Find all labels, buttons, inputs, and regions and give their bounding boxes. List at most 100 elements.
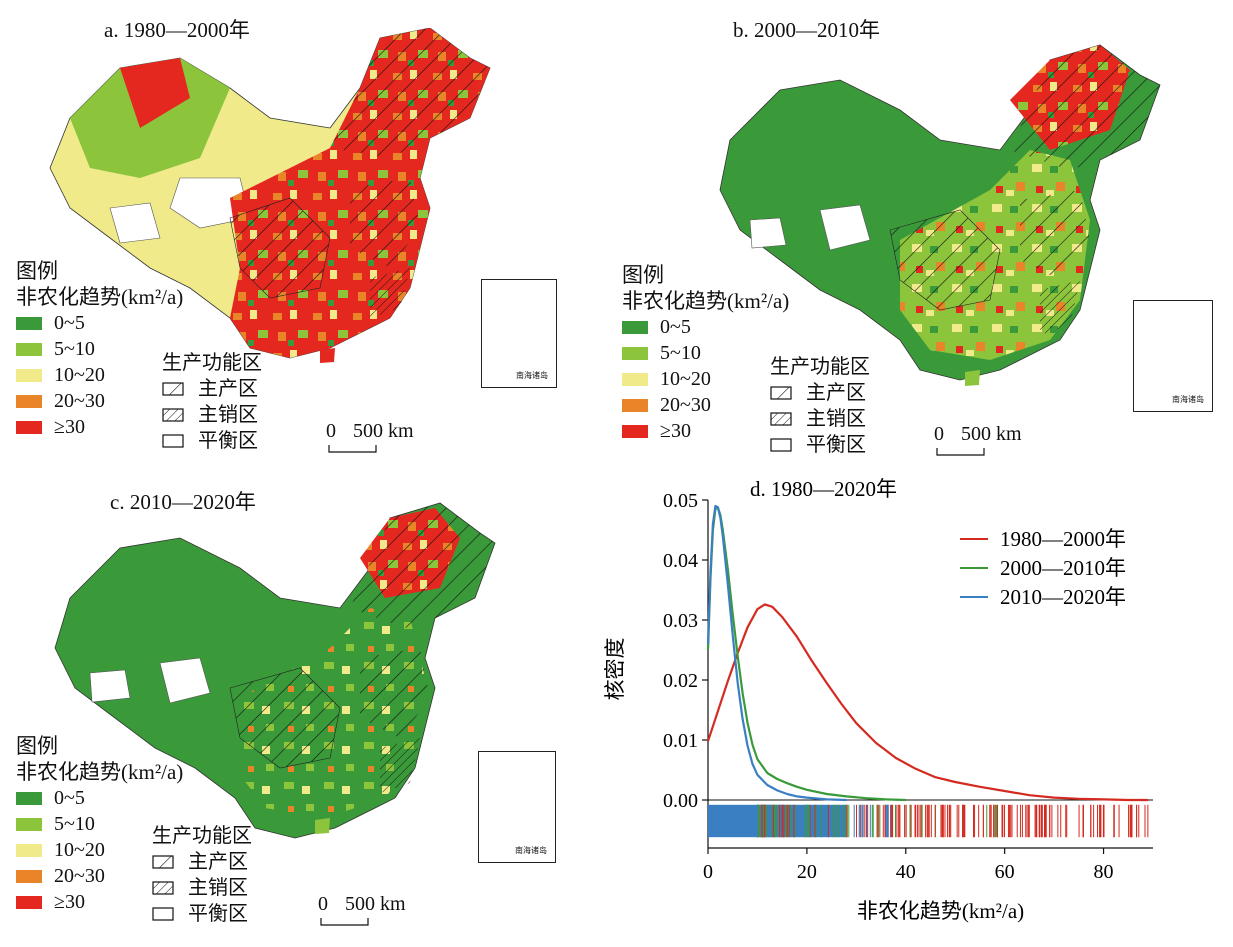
y-tick-label: 0.05 (663, 490, 698, 512)
china-map (49, 28, 491, 363)
legend-swatch (16, 791, 42, 805)
zone-legend-title: 生产功能区 (162, 352, 262, 374)
map-legend: 图例 非农化趋势(km²/a) 0~5 5~10 10~20 20~30 ≥30 (16, 258, 183, 440)
legend-label: 0~5 (54, 312, 85, 334)
legend-item: 20~30 (16, 863, 183, 889)
zone-item: 主销区 (770, 406, 870, 432)
x-tick-label: 80 (1094, 861, 1114, 883)
legend-swatch (16, 869, 42, 883)
zone-item: 平衡区 (162, 428, 262, 454)
legend-label: ≥30 (660, 420, 691, 442)
zone-legend-title: 生产功能区 (770, 356, 870, 378)
sparse-hatch-swatch (770, 386, 792, 400)
legend-label: 2010—2020年 (1000, 585, 1126, 609)
scale-value: 500 km (353, 420, 414, 442)
zone-label: 平衡区 (806, 434, 866, 456)
zone-label: 平衡区 (188, 903, 248, 925)
legend-label: 5~10 (660, 342, 701, 364)
legend-label: 10~20 (54, 839, 105, 861)
scale-value: 500 km (961, 423, 1022, 445)
empty-swatch (152, 907, 174, 921)
zone-item: 平衡区 (152, 901, 252, 927)
zone-legend: 生产功能区 主产区 主销区 平衡区 (162, 350, 262, 454)
south-china-sea-inset: 南海诸岛 (478, 751, 556, 863)
legend-label: 1980—2000年 (1000, 527, 1126, 551)
map-panel-title: c. 2010—2020年 (110, 490, 256, 514)
chart-title: d. 1980—2020年 (750, 478, 897, 501)
y-tick-label: 0.00 (663, 790, 698, 812)
legend-label: 5~10 (54, 813, 95, 835)
scale-value: 500 km (345, 893, 406, 915)
legend-swatch (16, 368, 42, 382)
legend-swatch (16, 843, 42, 857)
y-tick-label: 0.04 (663, 550, 698, 572)
legend-item: 0~5 (622, 314, 789, 340)
scale-line (936, 448, 985, 456)
scale-bar: 0 500 km (326, 420, 414, 453)
legend-item: 10~20 (622, 366, 789, 392)
scale-line (328, 445, 377, 453)
legend-subtitle: 非农化趋势(km²/a) (16, 760, 184, 784)
zone-label: 主销区 (806, 408, 866, 430)
dense-hatch-swatch (770, 412, 792, 426)
legend-label: 5~10 (54, 338, 95, 360)
zone-label: 主产区 (188, 851, 248, 873)
legend-item: ≥30 (16, 414, 183, 440)
legend-item: 10~20 (16, 362, 183, 388)
y-tick-label: 0.01 (663, 730, 698, 752)
scale-bar: 0 500 km (318, 893, 406, 926)
legend-title: 图例 (622, 263, 664, 287)
y-tick-label: 0.03 (663, 610, 698, 632)
zone-label: 主产区 (198, 378, 258, 400)
scale-zero: 0 (326, 420, 336, 442)
legend-label: 0~5 (54, 787, 85, 809)
legend-item: 5~10 (622, 340, 789, 366)
legend-subtitle: 非农化趋势(km²/a) (16, 285, 184, 309)
legend-swatch (16, 394, 42, 408)
series-line (706, 504, 847, 802)
legend-swatch (622, 346, 648, 360)
zone-item: 平衡区 (770, 432, 870, 458)
legend-swatch (622, 398, 648, 412)
legend-item: ≥30 (622, 418, 789, 444)
legend-swatch (16, 420, 42, 434)
x-tick-label: 40 (896, 861, 916, 883)
legend-label: 20~30 (54, 390, 105, 412)
legend-label: ≥30 (54, 891, 85, 913)
dense-hatch-swatch (162, 408, 184, 422)
scale-bar: 0 500 km (934, 423, 1022, 456)
legend-swatch (16, 895, 42, 909)
legend-subtitle: 非农化趋势(km²/a) (622, 289, 790, 313)
sparse-hatch-swatch (162, 382, 184, 396)
legend-swatch (622, 320, 648, 334)
x-tick-label: 60 (995, 861, 1015, 883)
inset-label: 南海诸岛 (1172, 395, 1204, 404)
map-panel-title: a. 1980—2000年 (104, 18, 250, 42)
legend-label: 2000—2010年 (1000, 556, 1126, 580)
legend-swatch (622, 372, 648, 386)
legend-item: 5~10 (16, 336, 183, 362)
legend-swatch (16, 817, 42, 831)
zone-item: 主产区 (152, 849, 252, 875)
x-tick-label: 0 (703, 861, 713, 883)
kde-chart: 0.00 0.01 0.02 0.03 0.04 0.05 0 20 40 60 80 d. 1980… (603, 478, 1153, 923)
legend-item: 20~30 (622, 392, 789, 418)
legend-label: 0~5 (660, 316, 691, 338)
zone-legend: 生产功能区 主产区 主销区 平衡区 (152, 823, 252, 927)
zone-label: 平衡区 (198, 430, 258, 452)
legend-label: 10~20 (660, 368, 711, 390)
y-axis-label: 核密度 (603, 638, 627, 701)
south-china-sea-inset: 南海诸岛 (1133, 300, 1213, 412)
legend-title: 图例 (16, 259, 58, 283)
inset-label: 南海诸岛 (515, 846, 547, 855)
legend-label: ≥30 (54, 416, 85, 438)
legend-swatch (16, 342, 42, 356)
china-map (719, 44, 1161, 386)
sparse-hatch-swatch (152, 855, 174, 869)
legend-label: 20~30 (660, 394, 711, 416)
zone-label: 主销区 (188, 877, 248, 899)
legend-title: 图例 (16, 734, 58, 758)
zone-item: 主产区 (162, 376, 262, 402)
legend-label: 10~20 (54, 364, 105, 386)
china-map (54, 502, 496, 839)
